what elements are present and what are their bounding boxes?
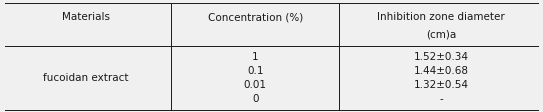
Text: -: -: [439, 94, 443, 104]
Text: 1: 1: [252, 52, 258, 62]
Text: 0: 0: [252, 94, 258, 104]
Text: 0.1: 0.1: [247, 66, 263, 76]
Text: Inhibition zone diameter: Inhibition zone diameter: [377, 12, 505, 22]
Text: 1.32±0.54: 1.32±0.54: [414, 80, 469, 90]
Text: 1.52±0.34: 1.52±0.34: [414, 52, 469, 62]
Text: 1.44±0.68: 1.44±0.68: [414, 66, 469, 76]
Text: 0.01: 0.01: [244, 80, 267, 90]
Text: fucoidan extract: fucoidan extract: [43, 73, 128, 83]
Text: Materials: Materials: [61, 12, 110, 22]
Text: Concentration (%): Concentration (%): [207, 12, 303, 22]
Text: (cm)a: (cm)a: [426, 29, 456, 39]
